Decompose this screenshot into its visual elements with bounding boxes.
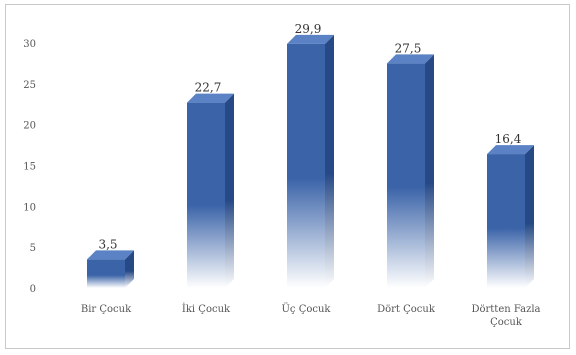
y-axis: 0 5 10 15 20 25 30 — [23, 39, 36, 295]
bar: 16,4 — [487, 132, 534, 288]
bar-side — [425, 54, 434, 288]
category-label: Dörtten Fazla Çocuk — [471, 304, 540, 328]
y-tick-label: 10 — [23, 202, 36, 213]
bar-front — [487, 154, 525, 288]
bar-front — [387, 63, 425, 288]
bar: 27,5 — [387, 41, 434, 288]
bar-side — [525, 145, 534, 288]
bar-side — [325, 34, 334, 288]
bar: 29,9 — [287, 22, 334, 288]
y-tick-label: 5 — [30, 243, 36, 254]
y-tick-label: 0 — [30, 284, 36, 295]
bar-side — [125, 250, 134, 288]
bar-cap — [287, 34, 334, 44]
y-tick-label: 25 — [23, 80, 36, 91]
data-label: 3,5 — [98, 237, 117, 251]
bar-side — [225, 93, 234, 288]
y-tick-label: 30 — [23, 39, 36, 50]
bar-chart: 0 5 10 15 20 25 30 3,5 22,7 29,9 27,5 16,4 Bir Çoc… — [23, 22, 541, 328]
chart-frame: 0 5 10 15 20 25 30 3,5 22,7 29,9 27,5 16,4 Bir Çoc… — [5, 4, 570, 349]
data-label: 16,4 — [495, 132, 522, 146]
bar: 3,5 — [87, 237, 134, 288]
bar-front — [287, 43, 325, 288]
bar-cap — [187, 93, 234, 103]
y-tick-label: 20 — [23, 121, 36, 132]
category-label: Dört Çocuk — [377, 304, 436, 315]
y-tick-label: 15 — [23, 162, 36, 173]
bar-cap — [387, 54, 434, 64]
x-axis: Bir Çocuk İki Çocuk Üç Çocuk Dört Çocuk Dört… — [81, 303, 541, 328]
bar-cap — [87, 250, 134, 260]
bars-group: 3,5 22,7 29,9 27,5 16,4 — [87, 22, 534, 288]
category-label: Üç Çocuk — [282, 303, 332, 315]
data-label: 22,7 — [195, 81, 222, 95]
bar: 22,7 — [187, 81, 234, 288]
bar-front — [187, 102, 225, 288]
data-label: 27,5 — [395, 41, 422, 55]
category-label: Bir Çocuk — [81, 304, 132, 315]
bar-cap — [487, 145, 534, 155]
bar-front — [87, 259, 125, 288]
data-label: 29,9 — [295, 22, 322, 36]
category-label: İki Çocuk — [182, 303, 231, 315]
